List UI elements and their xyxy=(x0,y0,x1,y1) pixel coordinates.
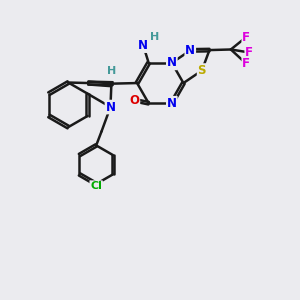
Text: N: N xyxy=(185,44,195,57)
Text: H: H xyxy=(106,66,116,76)
Text: Cl: Cl xyxy=(90,181,102,191)
Text: O: O xyxy=(129,94,140,107)
Text: S: S xyxy=(198,64,206,77)
Text: H: H xyxy=(150,32,159,42)
Text: N: N xyxy=(167,97,177,110)
Text: N: N xyxy=(167,56,177,69)
Text: F: F xyxy=(242,31,250,44)
Text: N: N xyxy=(106,100,116,114)
Text: F: F xyxy=(245,46,253,59)
Text: F: F xyxy=(242,57,250,70)
Text: N: N xyxy=(138,39,148,52)
